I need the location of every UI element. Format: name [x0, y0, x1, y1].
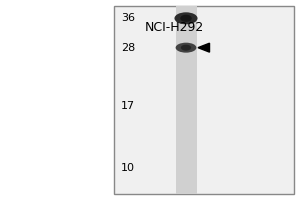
Text: 10: 10 — [121, 163, 135, 173]
Polygon shape — [198, 43, 209, 52]
Bar — [176, 6, 197, 194]
Text: NCI-H292: NCI-H292 — [144, 21, 204, 34]
Text: 36: 36 — [121, 13, 135, 23]
Bar — [114, 6, 294, 194]
Text: 28: 28 — [121, 43, 135, 53]
Ellipse shape — [175, 12, 198, 24]
Text: 17: 17 — [121, 101, 135, 111]
Ellipse shape — [180, 15, 192, 22]
Ellipse shape — [181, 45, 191, 51]
Ellipse shape — [176, 43, 197, 53]
